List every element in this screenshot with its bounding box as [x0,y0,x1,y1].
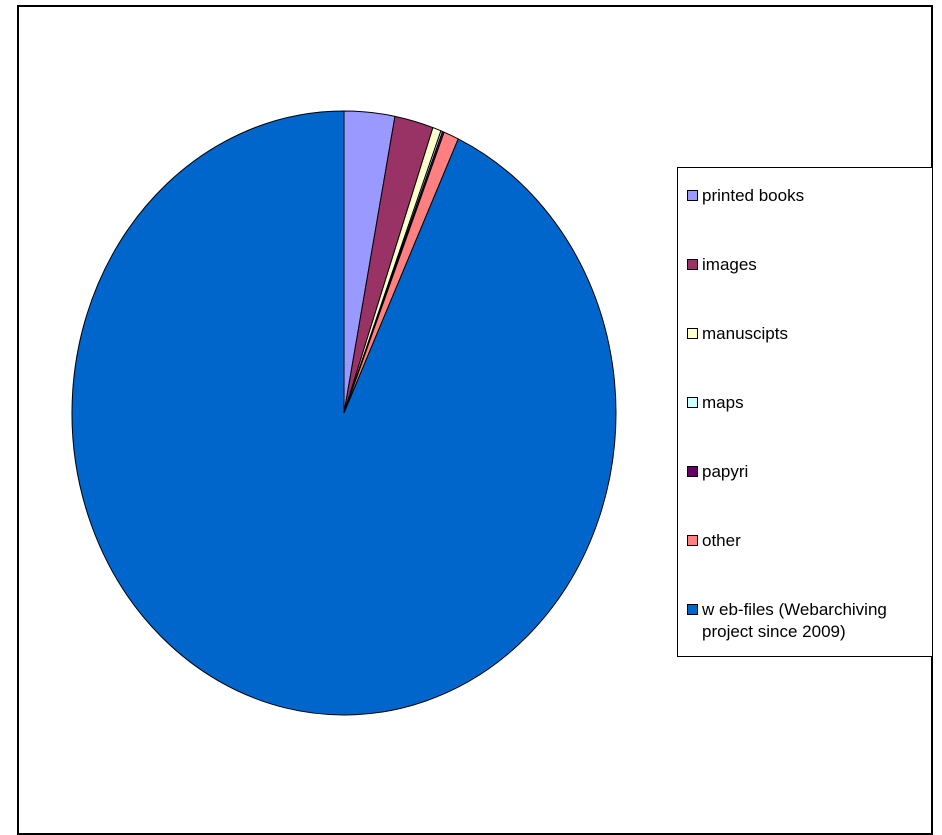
legend-item: papyri [687,461,748,483]
legend-swatch [687,259,698,270]
legend-swatch [687,190,698,201]
legend-item: w eb-files (Webarchiving project since 2… [687,599,887,643]
legend-swatch [687,328,698,339]
legend-swatch [687,466,698,477]
legend-item: manuscipts [687,323,788,345]
legend-label: images [702,255,757,274]
legend-item: maps [687,392,744,414]
chart-legend: printed books images manuscipts maps papyri o… [677,167,933,657]
legend-swatch [687,397,698,408]
legend-label: maps [702,393,744,412]
legend-swatch [687,604,698,615]
legend-label: w eb-files (Webarchiving project since 2… [702,600,887,641]
legend-item: images [687,254,757,276]
legend-label: other [702,531,741,550]
legend-item: printed books [687,185,804,207]
legend-item: other [687,530,741,552]
legend-label: printed books [702,186,805,205]
pie-slice-6 [71,110,617,716]
legend-label: papyri [702,462,749,481]
legend-label: manuscipts [702,324,788,343]
legend-swatch [687,535,698,546]
